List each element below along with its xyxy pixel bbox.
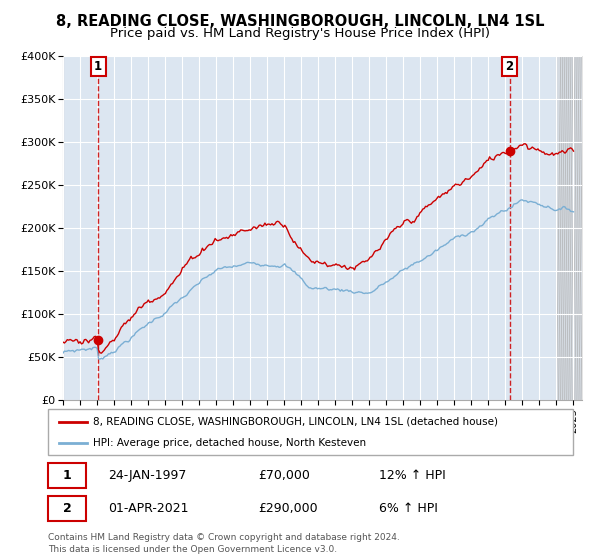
Text: 24-JAN-1997: 24-JAN-1997 — [109, 469, 187, 482]
Text: £70,000: £70,000 — [258, 469, 310, 482]
Text: £290,000: £290,000 — [258, 502, 317, 515]
Text: Price paid vs. HM Land Registry's House Price Index (HPI): Price paid vs. HM Land Registry's House … — [110, 27, 490, 40]
Text: 2: 2 — [506, 60, 514, 73]
Text: HPI: Average price, detached house, North Kesteven: HPI: Average price, detached house, Nort… — [92, 438, 366, 448]
Text: 6% ↑ HPI: 6% ↑ HPI — [379, 502, 437, 515]
Text: 1: 1 — [94, 60, 102, 73]
Text: Contains HM Land Registry data © Crown copyright and database right 2024.
This d: Contains HM Land Registry data © Crown c… — [48, 533, 400, 554]
Text: 01-APR-2021: 01-APR-2021 — [109, 502, 189, 515]
Text: 2: 2 — [62, 502, 71, 515]
Text: 1: 1 — [62, 469, 71, 482]
Text: 8, READING CLOSE, WASHINGBOROUGH, LINCOLN, LN4 1SL: 8, READING CLOSE, WASHINGBOROUGH, LINCOL… — [56, 14, 544, 29]
Text: 12% ↑ HPI: 12% ↑ HPI — [379, 469, 445, 482]
Text: 8, READING CLOSE, WASHINGBOROUGH, LINCOLN, LN4 1SL (detached house): 8, READING CLOSE, WASHINGBOROUGH, LINCOL… — [92, 417, 497, 427]
FancyBboxPatch shape — [48, 496, 86, 521]
FancyBboxPatch shape — [48, 409, 573, 455]
FancyBboxPatch shape — [48, 463, 86, 488]
